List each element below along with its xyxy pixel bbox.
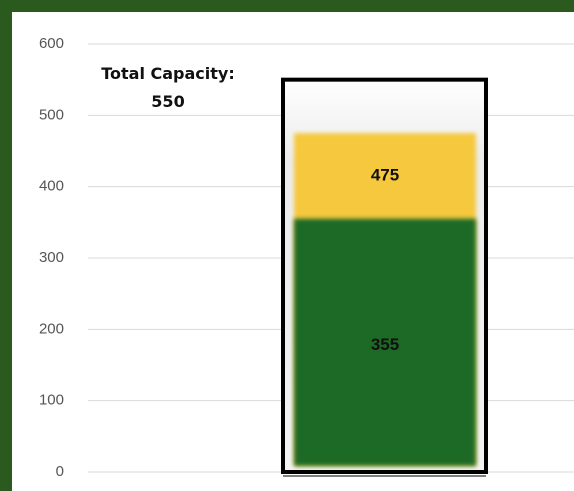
y-tick-label: 400: [39, 178, 64, 195]
y-tick-label: 200: [39, 320, 64, 337]
y-tick-label: 0: [56, 463, 64, 480]
y-tick-label: 500: [39, 106, 64, 123]
y-tick-label: 600: [39, 35, 64, 52]
value-label: 355: [371, 335, 399, 354]
annotation: Total Capacity: 550: [101, 64, 235, 111]
bar: [294, 218, 476, 466]
value-label: 475: [371, 165, 399, 184]
y-tick-label: 100: [39, 392, 64, 409]
y-tick-label: 300: [39, 249, 64, 266]
